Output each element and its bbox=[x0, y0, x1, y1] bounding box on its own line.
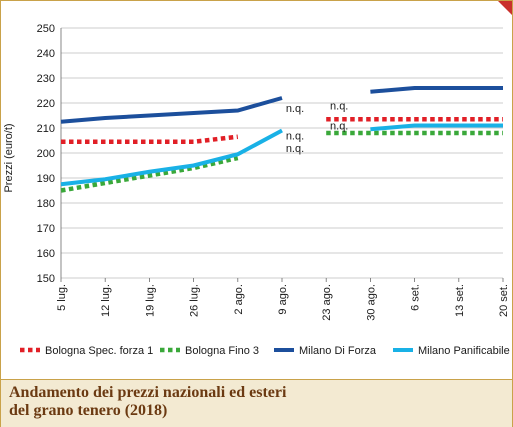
grid-lines bbox=[61, 27, 503, 279]
annotation-nq: n.q. bbox=[286, 131, 304, 143]
x-tick-label: 13 set. bbox=[454, 284, 466, 317]
y-tick-label: 150 bbox=[37, 273, 55, 285]
annotation-nq: n.q. bbox=[330, 121, 348, 133]
x-tick-label: 30 ago. bbox=[365, 284, 377, 321]
x-tick-label: 2 ago. bbox=[233, 284, 245, 315]
annotations: n.q.n.q.n.q.n.q.n.q. bbox=[286, 101, 349, 156]
y-tick-label: 210 bbox=[37, 123, 55, 135]
x-tick-label: 26 lug. bbox=[189, 284, 201, 317]
series-line bbox=[60, 96, 283, 124]
series-line bbox=[370, 86, 503, 94]
series-line bbox=[60, 128, 283, 187]
corner-accent bbox=[498, 1, 512, 15]
annotation-nq: n.q. bbox=[330, 101, 348, 113]
y-tick-label: 200 bbox=[37, 148, 55, 160]
y-tick-label: 170 bbox=[37, 223, 55, 235]
legend-label: Milano Panificabile bbox=[418, 345, 510, 357]
legend-label: Milano Di Forza bbox=[299, 345, 377, 357]
y-tick-label: 250 bbox=[37, 23, 55, 35]
caption-box: Andamento dei prezzi nazionali ed esteri… bbox=[1, 379, 512, 427]
legend-label: Bologna Spec. forza 1 bbox=[45, 345, 153, 357]
x-tick-label: 20 set. bbox=[498, 284, 510, 317]
annotation-nq: n.q. bbox=[286, 103, 304, 115]
x-tick-label: 5 lug. bbox=[56, 284, 68, 311]
y-tick-label: 160 bbox=[37, 248, 55, 260]
y-tick-label: 220 bbox=[37, 98, 55, 110]
x-tick-label: 6 set. bbox=[410, 284, 422, 311]
series-line bbox=[370, 123, 503, 132]
y-tick-label: 240 bbox=[37, 48, 55, 60]
x-tick-label: 12 lug. bbox=[100, 284, 112, 317]
x-tick-label: 9 ago. bbox=[277, 284, 289, 315]
price-chart: 150 160 170 180 190 200 210 220 230 240 250 5 lug. 1… bbox=[3, 23, 510, 357]
series-lines bbox=[60, 86, 503, 193]
y-tick-label: 230 bbox=[37, 73, 55, 85]
legend-label: Bologna Fino 3 bbox=[185, 345, 259, 357]
x-tick-label: 23 ago. bbox=[321, 284, 333, 321]
annotation-nq: n.q. bbox=[286, 143, 304, 155]
series-line bbox=[61, 134, 239, 144]
y-tick-label: 180 bbox=[37, 198, 55, 210]
y-axis-label: Prezzi (euro/t) bbox=[3, 123, 15, 192]
legend: Bologna Spec. forza 1 Bologna Fino 3 Milan… bbox=[20, 345, 510, 357]
caption-title-line1: Andamento dei prezzi nazionali ed esteri bbox=[9, 384, 287, 401]
caption-title-line2: del grano tenero (2018) bbox=[9, 402, 168, 419]
x-tick-label: 19 lug. bbox=[144, 284, 156, 317]
series-line bbox=[60, 155, 239, 193]
y-tick-label: 190 bbox=[37, 173, 55, 185]
axes: 150 160 170 180 190 200 210 220 230 240 250 5 lug. 1… bbox=[37, 23, 510, 321]
